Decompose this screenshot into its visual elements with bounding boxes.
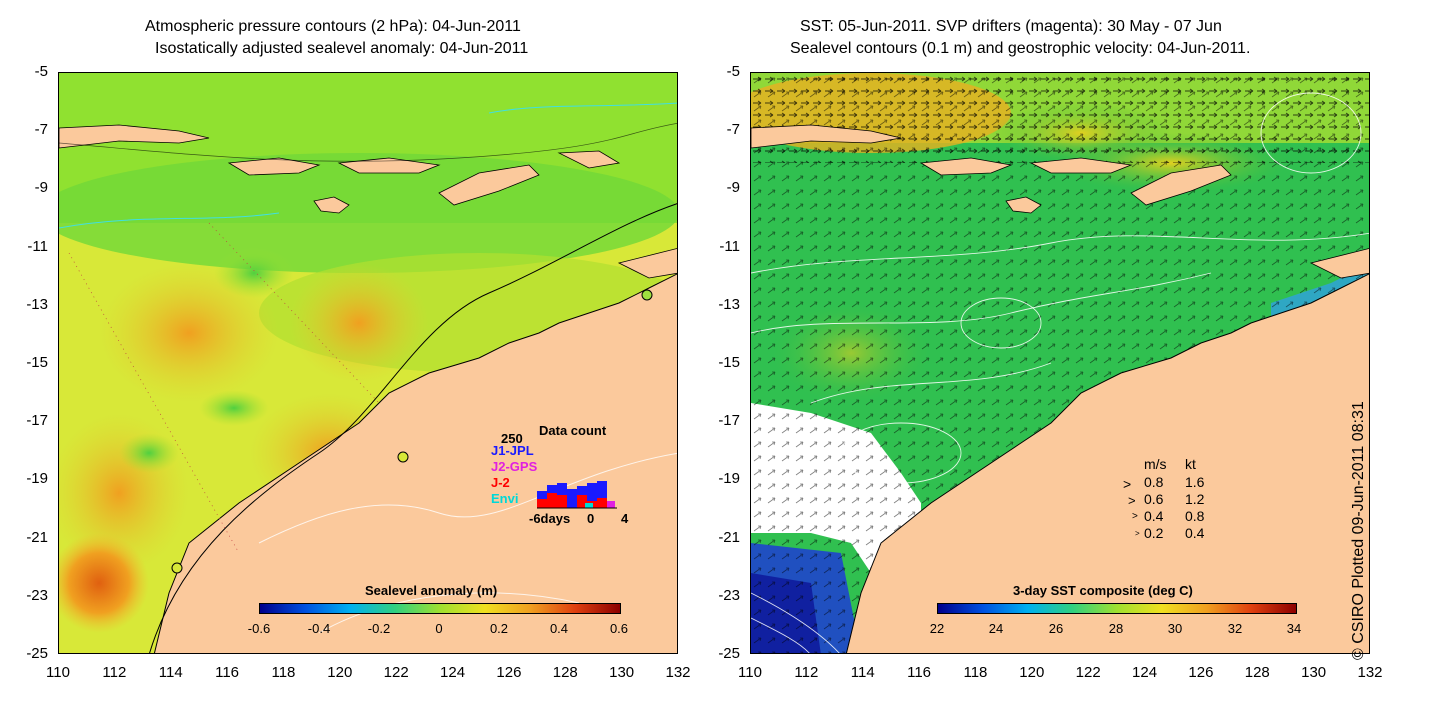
left-y-tick-label: -11	[27, 237, 48, 255]
right-x-tick-label: 114	[850, 664, 875, 681]
right-x-tick-label: 130	[1301, 664, 1327, 681]
right-y-tick-label: -21	[718, 528, 740, 546]
right-colorbar	[937, 603, 1297, 614]
right-x-tick-label: 116	[907, 664, 932, 681]
left-colorbar-label: -0.6	[247, 621, 271, 636]
right-y-tick-label: -7	[726, 121, 740, 139]
left-y-tick-label: -15	[26, 354, 48, 371]
speed-legend-kt-2: 0.8	[1185, 508, 1205, 524]
speed-legend-kt-0: 1.6	[1185, 474, 1205, 490]
left-x-tick-label: 110	[46, 664, 70, 681]
speed-legend-kt-1: 1.2	[1185, 491, 1205, 507]
left-x-tick-label: 132	[665, 664, 691, 681]
right-colorbar-label: 24	[988, 621, 1004, 636]
left-y-tick-label: -25	[26, 645, 48, 662]
left-y-tick-label: -21	[26, 528, 48, 546]
left-colorbar-label: 0.4	[549, 621, 569, 636]
left-x-tick-label: 116	[215, 664, 240, 681]
left-x-tick-label: 128	[552, 664, 578, 681]
left-y-tick-label: -5	[34, 63, 48, 80]
speed-arrow-icon: >	[1123, 476, 1132, 492]
right-y-tick-label: -25	[718, 645, 740, 662]
right-y-tick-label: -19	[718, 470, 740, 488]
sealevel-anomaly-map: 250 Data count J1-JPL J2-GPS J-2 Envi -6…	[58, 72, 678, 654]
right-colorbar-label: 32	[1227, 621, 1243, 636]
left-colorbar-title: Sealevel anomaly (m)	[365, 583, 498, 598]
right-x-tick-label: 120	[1019, 664, 1045, 681]
right-colorbar-label: 30	[1167, 621, 1183, 636]
data-count-bars	[537, 481, 617, 509]
data-count-max-label: 250	[501, 431, 523, 446]
left-y-tick-label: -17	[26, 412, 48, 430]
right-x-tick-label: 110	[738, 664, 762, 681]
left-x-tick-label: 114	[158, 664, 183, 681]
left-y-tick-label: -23	[26, 586, 48, 604]
data-count-title: Data count	[539, 423, 607, 438]
right-y-tick-label: -17	[718, 412, 740, 430]
left-colorbar-label: -0.4	[307, 621, 331, 636]
left-x-tick-label: 112	[102, 664, 127, 681]
right-x-tick-label: 118	[963, 664, 988, 681]
left-colorbar-label: 0.2	[489, 621, 509, 636]
speed-legend-ms-1: 0.6	[1144, 491, 1164, 507]
right-y-tick-label: -5	[726, 63, 740, 80]
speed-legend-kt-3: 0.4	[1185, 525, 1205, 541]
speed-arrow-icon: >	[1132, 511, 1138, 522]
left-colorbar-label: -0.2	[367, 621, 391, 636]
left-y-tick-label: -13	[26, 295, 48, 313]
right-x-tick-label: 122	[1075, 664, 1101, 681]
left-title-line2: Isostatically adjusted sealevel anomaly:…	[155, 40, 529, 57]
left-y-tick-label: -9	[34, 179, 48, 197]
legend-j1-jpl: J1-JPL	[491, 443, 534, 458]
right-x-tick-label: 112	[794, 664, 819, 681]
credit-text: © CSIRO Plotted 09-Jun-2011 08:31	[1350, 401, 1367, 660]
left-y-tick-label: -19	[26, 470, 48, 488]
inset-xlabel-zero: 0	[587, 511, 595, 526]
speed-arrow-icon: >	[1135, 529, 1140, 538]
speed-legend-ms-0: 0.8	[1144, 474, 1164, 490]
right-y-tick-label: -11	[719, 237, 740, 255]
right-x-tick-label: 132	[1357, 664, 1383, 681]
left-x-tick-label: 126	[496, 664, 522, 681]
inset-xlabel-end: 4	[621, 511, 629, 526]
speed-legend-header-kt: kt	[1185, 456, 1196, 472]
sst-map: m/s kt > 0.8 1.6 > 0.6 1.2 > 0.4 0.8 > 0…	[750, 72, 1370, 654]
right-x-tick-label: 128	[1244, 664, 1270, 681]
inset-xlabel-start: -6days	[529, 511, 571, 526]
right-colorbar-title: 3-day SST composite (deg C)	[1013, 583, 1193, 598]
speed-arrow-icon: >	[1128, 493, 1136, 508]
right-colorbar-label: 28	[1108, 621, 1124, 636]
left-x-tick-label: 118	[271, 664, 296, 681]
sst-map-graphic	[751, 73, 1369, 653]
speed-legend-ms-3: 0.2	[1144, 525, 1164, 541]
left-x-tick-label: 130	[609, 664, 635, 681]
left-x-tick-label: 124	[440, 664, 466, 681]
speed-legend-ms-2: 0.4	[1144, 508, 1164, 524]
sealevel-anomaly-map-graphic	[59, 73, 677, 653]
left-x-tick-label: 122	[383, 664, 409, 681]
right-x-tick-label: 124	[1132, 664, 1158, 681]
left-y-tick-label: -7	[34, 121, 48, 139]
right-y-tick-label: -9	[726, 179, 740, 197]
right-title-line2: Sealevel contours (0.1 m) and geostrophi…	[790, 40, 1251, 57]
data-count-inset: 250 Data count J1-JPL J2-GPS J-2 Envi -6…	[489, 418, 659, 528]
right-colorbar-label: 26	[1048, 621, 1064, 636]
legend-j-2: J-2	[491, 475, 510, 490]
right-title-line1: SST: 05-Jun-2011. SVP drifters (magenta)…	[800, 18, 1222, 35]
left-colorbar	[259, 603, 621, 614]
right-colorbar-label: 22	[929, 621, 945, 636]
left-title-line1: Atmospheric pressure contours (2 hPa): 0…	[145, 18, 521, 35]
legend-j2-gps: J2-GPS	[491, 459, 538, 474]
right-y-tick-label: -13	[718, 295, 740, 313]
speed-legend: m/s kt > 0.8 1.6 > 0.6 1.2 > 0.4 0.8 > 0…	[1123, 456, 1243, 546]
legend-envi: Envi	[491, 491, 519, 506]
right-x-tick-label: 126	[1188, 664, 1214, 681]
left-colorbar-label: 0	[435, 621, 443, 636]
speed-legend-header-ms: m/s	[1144, 456, 1167, 472]
right-y-tick-label: -15	[718, 354, 740, 371]
left-colorbar-label: 0.6	[609, 621, 629, 636]
left-x-tick-label: 120	[327, 664, 353, 681]
right-colorbar-label: 34	[1286, 621, 1302, 636]
right-y-tick-label: -23	[718, 586, 740, 604]
